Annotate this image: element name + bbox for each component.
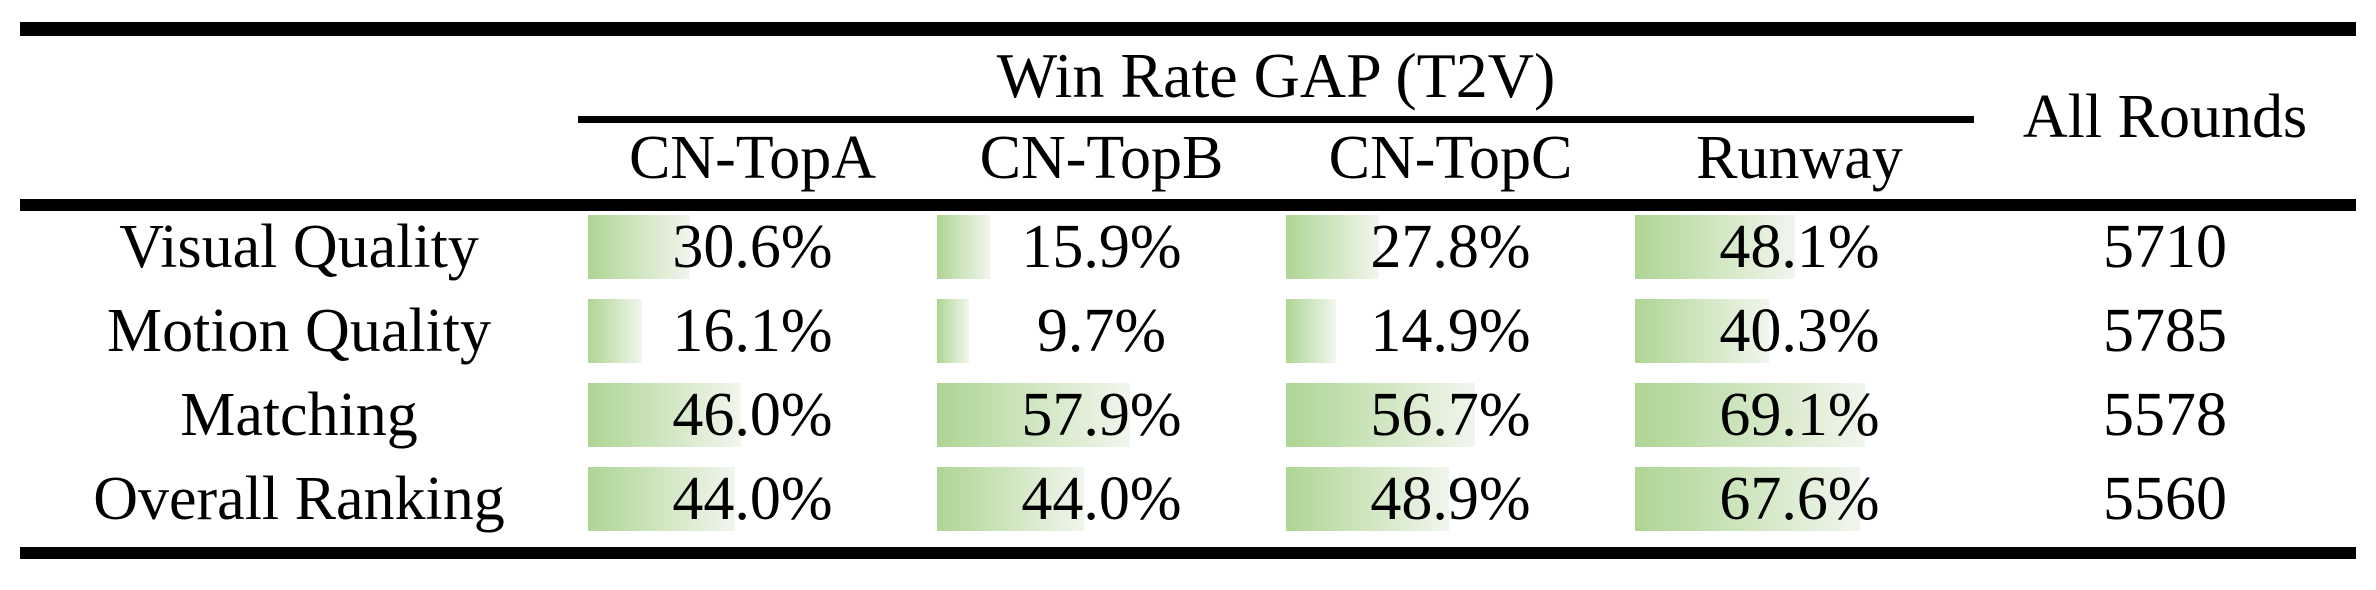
win-rate-cell: 48.9% bbox=[1276, 463, 1625, 547]
data-bar bbox=[1635, 383, 1866, 447]
row-label-visual-quality: Visual Quality bbox=[119, 212, 479, 281]
win-rate-value: 15.9% bbox=[1021, 212, 1182, 281]
bottom-border-rule bbox=[20, 547, 2356, 559]
bar-track bbox=[588, 299, 921, 363]
all-rounds-value: 5560 bbox=[2103, 464, 2227, 533]
bar-track bbox=[1635, 215, 1968, 279]
bar-track bbox=[1635, 299, 1968, 363]
data-bar bbox=[1286, 383, 1475, 447]
win-rate-cell: 67.6% bbox=[1625, 463, 1974, 547]
bar-track bbox=[588, 215, 921, 279]
win-rate-table: Win Rate GAP (T2V) All Rounds CN-TopA CN… bbox=[20, 22, 2356, 559]
bar-track bbox=[1286, 299, 1619, 363]
win-rate-cell: 30.6% bbox=[578, 211, 927, 295]
bar-track bbox=[937, 299, 1270, 363]
column-header-runway: Runway bbox=[1696, 123, 1903, 192]
all-rounds-value: 5710 bbox=[2103, 212, 2227, 281]
all-rounds-value: 5785 bbox=[2103, 296, 2227, 365]
data-bar bbox=[1286, 299, 1336, 363]
win-rate-cell: 69.1% bbox=[1625, 379, 1974, 463]
column-header-cn-topb: CN-TopB bbox=[979, 123, 1224, 192]
data-bar bbox=[588, 215, 690, 279]
win-rate-cell: 44.0% bbox=[927, 463, 1276, 547]
data-bar bbox=[588, 467, 735, 531]
bar-track bbox=[937, 467, 1270, 531]
win-rate-value: 27.8% bbox=[1370, 212, 1531, 281]
win-rate-value: 14.9% bbox=[1370, 296, 1531, 365]
top-border-rule bbox=[20, 22, 2356, 36]
win-rate-cell: 14.9% bbox=[1276, 295, 1625, 379]
title-underline-rule bbox=[578, 116, 1974, 123]
header-separator-rule bbox=[20, 199, 2356, 211]
win-rate-value: 56.7% bbox=[1370, 380, 1531, 449]
data-bar bbox=[937, 467, 1084, 531]
win-rate-cell: 27.8% bbox=[1276, 211, 1625, 295]
row-label-overall-ranking: Overall Ranking bbox=[93, 464, 505, 533]
data-bar bbox=[1635, 215, 1796, 279]
all-rounds-value: 5578 bbox=[2103, 380, 2227, 449]
win-rate-cell: 40.3% bbox=[1625, 295, 1974, 379]
win-rate-value: 48.1% bbox=[1719, 212, 1880, 281]
win-rate-cell: 56.7% bbox=[1276, 379, 1625, 463]
bar-track bbox=[937, 383, 1270, 447]
data-bar bbox=[937, 215, 990, 279]
win-rate-cell: 57.9% bbox=[927, 379, 1276, 463]
win-rate-value: 46.0% bbox=[672, 380, 833, 449]
data-bar bbox=[588, 383, 742, 447]
data-bar bbox=[588, 299, 642, 363]
data-bar bbox=[1635, 467, 1861, 531]
win-rate-value: 44.0% bbox=[1021, 464, 1182, 533]
bar-track bbox=[1635, 383, 1968, 447]
win-rate-cell: 9.7% bbox=[927, 295, 1276, 379]
column-header-all-rounds: All Rounds bbox=[2022, 83, 2308, 151]
bar-track bbox=[1635, 467, 1968, 531]
win-rate-cell: 15.9% bbox=[927, 211, 1276, 295]
win-rate-cell: 46.0% bbox=[578, 379, 927, 463]
win-rate-value: 16.1% bbox=[672, 296, 833, 365]
win-rate-value: 57.9% bbox=[1021, 380, 1182, 449]
bar-track bbox=[1286, 215, 1619, 279]
bar-track bbox=[1286, 467, 1619, 531]
data-bar bbox=[1635, 299, 1770, 363]
win-rate-cell: 44.0% bbox=[578, 463, 927, 547]
row-label-motion-quality: Motion Quality bbox=[106, 296, 492, 365]
bar-track bbox=[937, 215, 1270, 279]
data-bar bbox=[1286, 467, 1449, 531]
win-rate-cell: 16.1% bbox=[578, 295, 927, 379]
data-bar bbox=[937, 383, 1130, 447]
win-rate-value: 48.9% bbox=[1370, 464, 1531, 533]
win-rate-value: 40.3% bbox=[1719, 296, 1880, 365]
data-bar bbox=[1286, 215, 1379, 279]
column-header-cn-topa: CN-TopA bbox=[628, 123, 877, 192]
column-header-cn-topc: CN-TopC bbox=[1328, 123, 1573, 192]
bar-track bbox=[588, 467, 921, 531]
data-bar bbox=[937, 299, 970, 363]
bar-track bbox=[1286, 383, 1619, 447]
bar-track bbox=[588, 383, 921, 447]
win-rate-value: 44.0% bbox=[672, 464, 833, 533]
table-title: Win Rate GAP (T2V) bbox=[996, 40, 1556, 111]
win-rate-cell: 48.1% bbox=[1625, 211, 1974, 295]
win-rate-value: 67.6% bbox=[1719, 464, 1880, 533]
win-rate-value: 9.7% bbox=[1036, 296, 1167, 365]
win-rate-value: 30.6% bbox=[672, 212, 833, 281]
win-rate-value: 69.1% bbox=[1719, 380, 1880, 449]
row-label-matching: Matching bbox=[180, 380, 418, 449]
